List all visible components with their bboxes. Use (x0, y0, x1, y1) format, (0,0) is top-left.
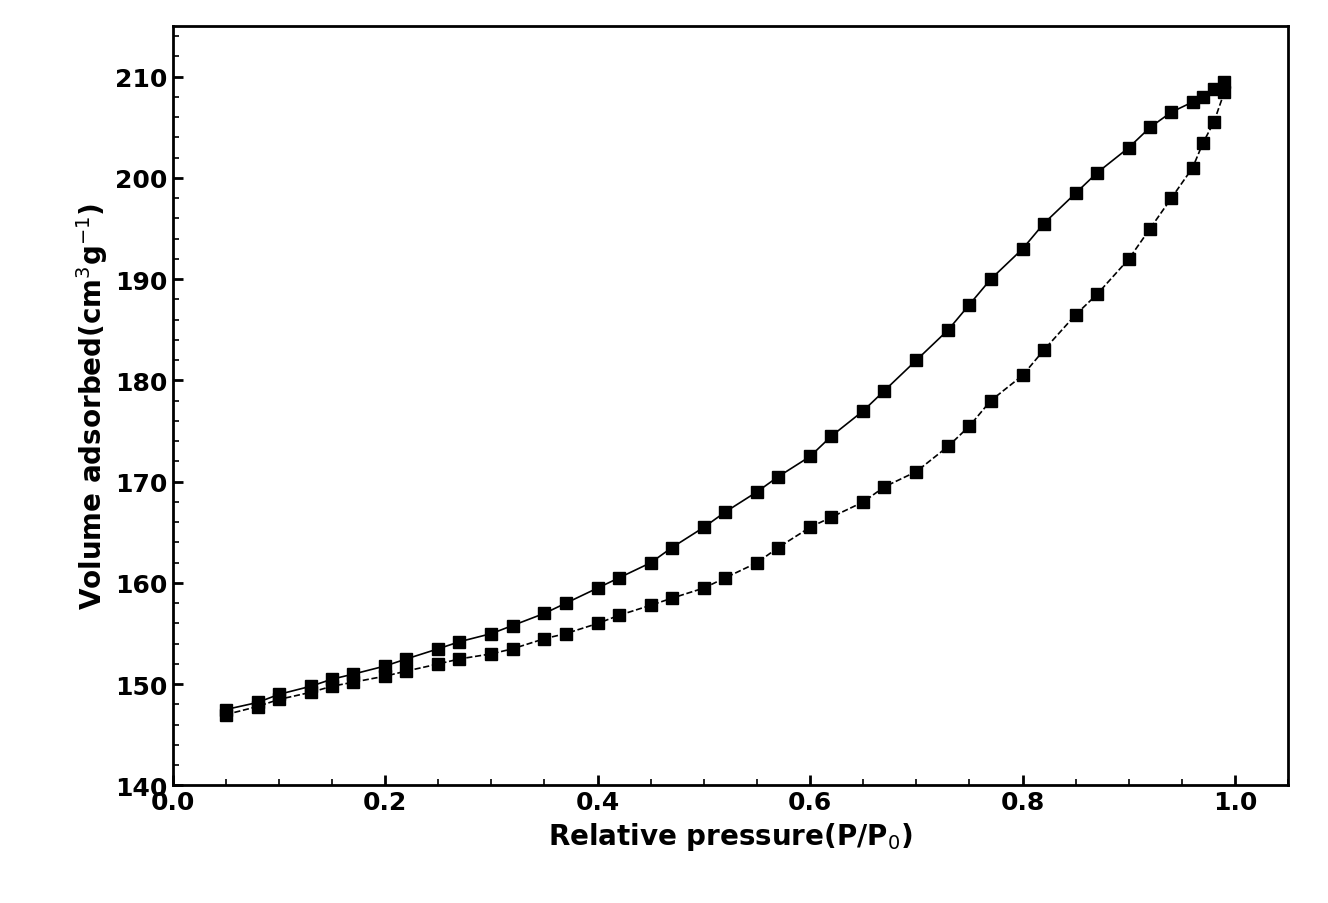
X-axis label: Relative pressure(P/P$_0$): Relative pressure(P/P$_0$) (548, 820, 912, 852)
Y-axis label: Volume adsorbed(cm$^3$g$^{-1}$): Volume adsorbed(cm$^3$g$^{-1}$) (74, 203, 110, 610)
